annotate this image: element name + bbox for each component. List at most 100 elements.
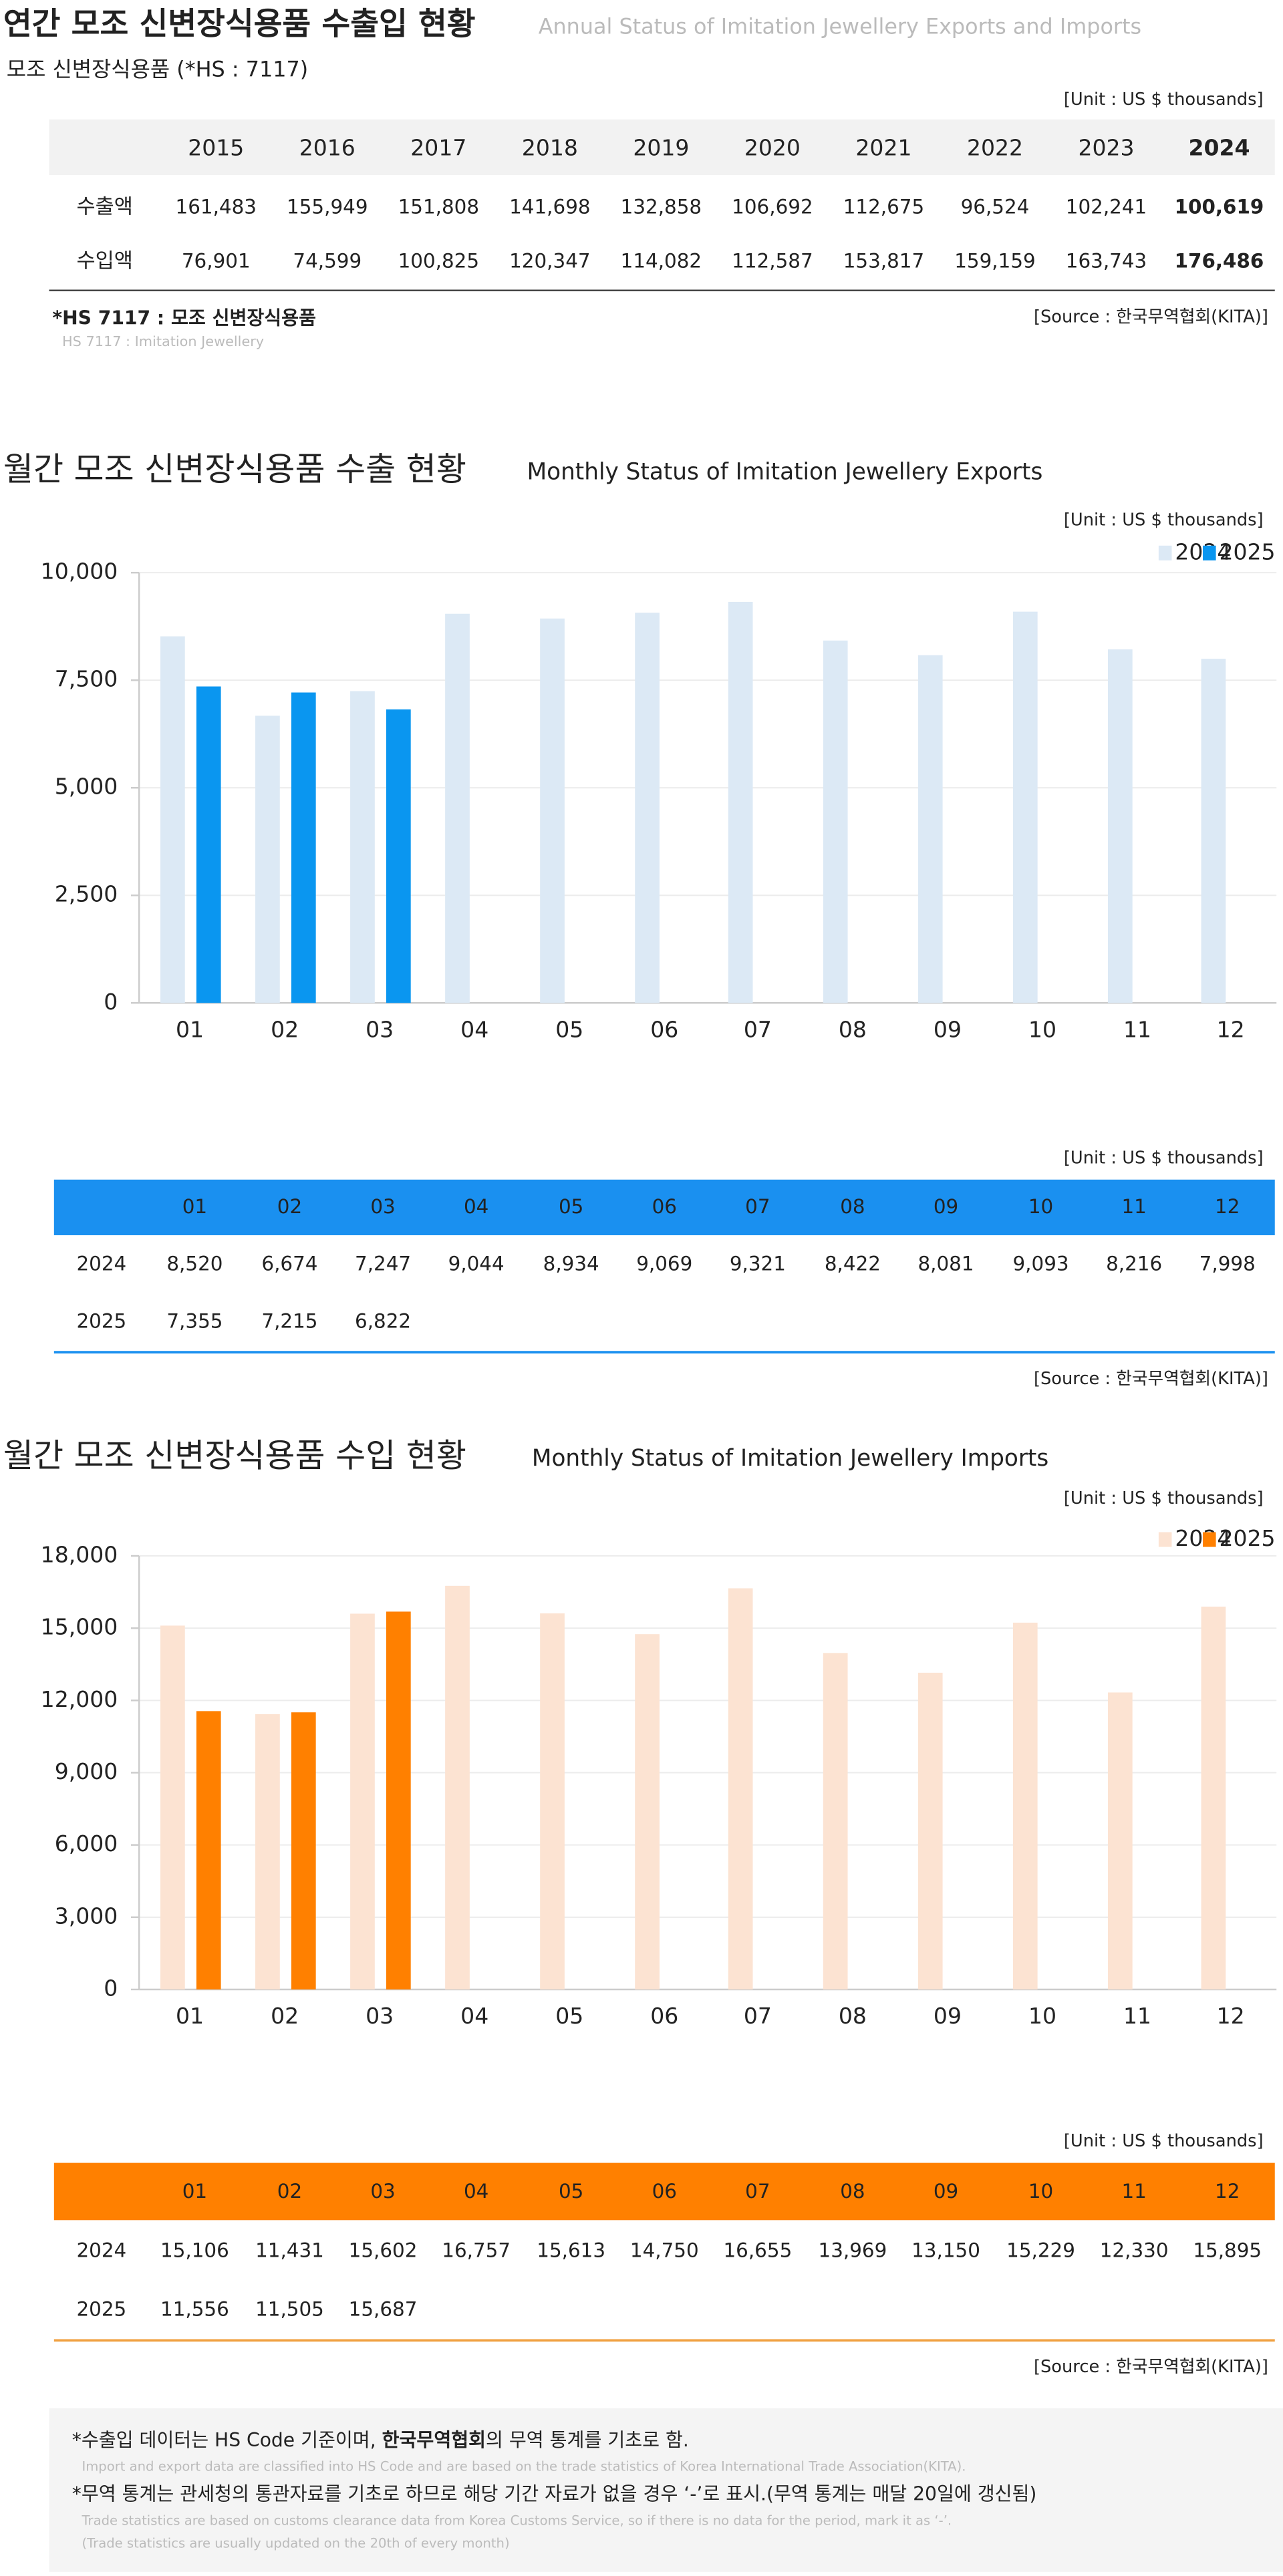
year-header: 2015 xyxy=(188,134,244,160)
product-label: 모조 신변장식용품 (*HS : 7117) xyxy=(7,56,308,82)
notes-box xyxy=(49,2408,1283,2572)
y-tick-label: 9,000 xyxy=(55,1758,118,1784)
bar xyxy=(540,618,565,1003)
section-title: 월간 모조 신변장식용품 수입 현황 xyxy=(3,1437,466,1475)
table-cell: 155,949 xyxy=(287,196,368,218)
x-tick-label: 11 xyxy=(1123,1016,1151,1042)
table-header: 06 xyxy=(652,1195,677,1218)
table-cell: 7,215 xyxy=(261,1309,317,1332)
table-cell: 15,229 xyxy=(1006,2239,1075,2261)
x-tick-label: 12 xyxy=(1217,2003,1245,2029)
x-tick-label: 02 xyxy=(271,2003,299,2029)
table-cell: 74,599 xyxy=(293,249,362,272)
legend-swatch xyxy=(1203,1532,1216,1547)
annual-title: 연간 모조 신변장식용품 수출입 현황 xyxy=(3,6,476,42)
y-tick-label: 12,000 xyxy=(41,1686,118,1712)
bar xyxy=(917,1672,943,1989)
table-header: 05 xyxy=(559,2180,583,2203)
table-cell: 11,505 xyxy=(255,2298,324,2321)
table-cell: 176,486 xyxy=(1175,249,1264,272)
table-cell: 151,808 xyxy=(398,196,479,218)
bar xyxy=(255,1714,280,1989)
table-header: 06 xyxy=(652,2180,677,2203)
x-tick-label: 06 xyxy=(650,1016,678,1042)
table-cell: 13,969 xyxy=(819,2239,887,2261)
table-cell: 7,355 xyxy=(166,1309,223,1332)
table-cell: 15,687 xyxy=(349,2298,418,2321)
table-cell: 11,431 xyxy=(255,2239,324,2261)
note-text: *수출입 데이터는 HS Code 기준이며, xyxy=(72,2429,382,2451)
table-header: 09 xyxy=(934,1195,958,1218)
legend-swatch xyxy=(1158,1532,1172,1547)
source: [Source : 한국무역협회(KITA)] xyxy=(1034,307,1268,327)
bar xyxy=(445,1585,470,1989)
x-tick-label: 12 xyxy=(1217,1016,1245,1042)
table-header: 10 xyxy=(1028,1195,1053,1218)
footnote-en: HS 7117 : Imitation Jewellery xyxy=(62,333,264,349)
note-en: Import and export data are classified in… xyxy=(82,2459,966,2474)
table-cell: 16,757 xyxy=(442,2239,511,2261)
bar xyxy=(728,601,753,1003)
y-tick-label: 5,000 xyxy=(55,774,118,800)
table-header: 04 xyxy=(464,2180,488,2203)
note-en: Trade statistics are based on customs cl… xyxy=(81,2513,952,2528)
table-cell: 8,422 xyxy=(825,1253,881,1275)
table-cell: 9,044 xyxy=(448,1253,505,1275)
x-tick-label: 09 xyxy=(934,2003,962,2029)
x-tick-label: 01 xyxy=(176,2003,204,2029)
y-tick-label: 15,000 xyxy=(41,1614,118,1640)
table-cell: 6,674 xyxy=(261,1253,317,1275)
bar xyxy=(728,1588,753,1989)
table-header: 10 xyxy=(1028,2180,1053,2203)
year-header: 2023 xyxy=(1078,134,1134,160)
table-cell: 9,069 xyxy=(636,1253,692,1275)
x-tick-label: 02 xyxy=(271,1016,299,1042)
note-text: 의 무역 통계를 기초로 함. xyxy=(486,2429,689,2451)
table-cell: 153,817 xyxy=(843,249,924,272)
x-tick-label: 04 xyxy=(460,1016,488,1042)
table-cell: 14,750 xyxy=(630,2239,699,2261)
bar xyxy=(540,1613,565,1989)
row-label: 수출액 xyxy=(76,196,132,219)
unit-label: [Unit : US $ thousands] xyxy=(1064,1488,1264,1508)
x-tick-label: 03 xyxy=(366,1016,394,1042)
note-en: (Trade statistics are usually updated on… xyxy=(82,2536,509,2551)
year-header: 2016 xyxy=(299,134,355,160)
bar xyxy=(160,636,185,1003)
table-header: 12 xyxy=(1215,2180,1240,2203)
bar xyxy=(1012,611,1038,1003)
x-tick-label: 07 xyxy=(744,1016,772,1042)
table-cell: 102,241 xyxy=(1066,196,1147,218)
y-tick-label: 2,500 xyxy=(55,881,118,907)
x-tick-label: 09 xyxy=(934,1016,962,1042)
table-cell: 16,655 xyxy=(723,2239,792,2261)
x-tick-label: 08 xyxy=(839,2003,867,2029)
table-header: 09 xyxy=(934,2180,958,2203)
table-cell: 7,998 xyxy=(1199,1253,1256,1275)
table-header: 01 xyxy=(182,1195,207,1218)
table-header: 08 xyxy=(840,1195,865,1218)
table-header: 08 xyxy=(840,2180,865,2203)
annual-subtitle: Annual Status of Imitation Jewellery Exp… xyxy=(539,14,1141,39)
legend-label: 2025 xyxy=(1219,538,1275,565)
unit-label: [Unit : US $ thousands] xyxy=(1064,1148,1264,1168)
year-header: 2019 xyxy=(633,134,689,160)
note: *수출입 데이터는 HS Code 기준이며, 한국무역협회의 무역 통계를 기… xyxy=(72,2429,689,2451)
y-tick-label: 7,500 xyxy=(55,666,118,692)
table-cell: 159,159 xyxy=(954,249,1035,272)
table-cell: 96,524 xyxy=(961,196,1030,218)
year-header: 2022 xyxy=(967,134,1023,160)
bar xyxy=(350,1613,375,1989)
bar xyxy=(1107,1692,1133,1989)
x-tick-label: 11 xyxy=(1123,2003,1151,2029)
bar xyxy=(1012,1622,1038,1989)
table-cell: 100,619 xyxy=(1175,196,1264,218)
table-cell: 9,093 xyxy=(1012,1253,1068,1275)
year-header: 2020 xyxy=(744,134,801,160)
year-header: 2018 xyxy=(522,134,578,160)
bar xyxy=(386,1611,411,1989)
unit-label: [Unit : US $ thousands] xyxy=(1064,90,1264,110)
table-cell: 8,216 xyxy=(1106,1253,1162,1275)
bar xyxy=(823,1653,848,1989)
